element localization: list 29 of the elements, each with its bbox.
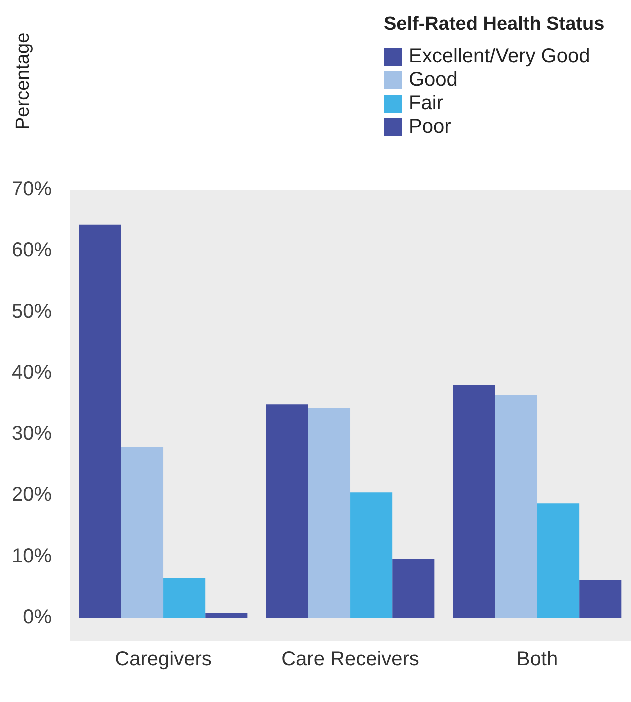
legend-label: Fair: [409, 92, 444, 115]
bar: [495, 395, 538, 618]
legend-label: Excellent/Very Good: [409, 46, 590, 68]
y-tick-label: 40%: [12, 362, 52, 384]
legend-label: Good: [409, 69, 458, 92]
bar: [350, 492, 393, 618]
y-tick-label: 10%: [12, 545, 52, 568]
y-tick-label: 50%: [12, 300, 52, 323]
x-tick-label: Caregivers: [115, 648, 212, 671]
legend-title: Self-Rated Health Status: [384, 14, 605, 36]
y-tick-label: 30%: [12, 423, 52, 446]
y-axis-title: Percentage: [13, 32, 34, 130]
bar: [79, 224, 122, 618]
bar: [453, 385, 496, 618]
bar: [164, 578, 206, 618]
bar: [206, 613, 248, 618]
bar: [580, 580, 622, 618]
bar: [392, 559, 435, 618]
legend-label: Poor: [409, 116, 452, 138]
y-tick-label: 20%: [12, 484, 52, 506]
bar: [121, 447, 164, 618]
bar: [308, 408, 351, 618]
y-tick-label: 70%: [12, 178, 52, 201]
x-tick-label: Care Receivers: [282, 648, 420, 671]
bar: [266, 404, 308, 618]
y-tick-label: 60%: [12, 240, 52, 262]
x-tick-label: Both: [516, 648, 558, 671]
bar: [538, 504, 580, 618]
y-tick-label: 0%: [23, 606, 52, 629]
